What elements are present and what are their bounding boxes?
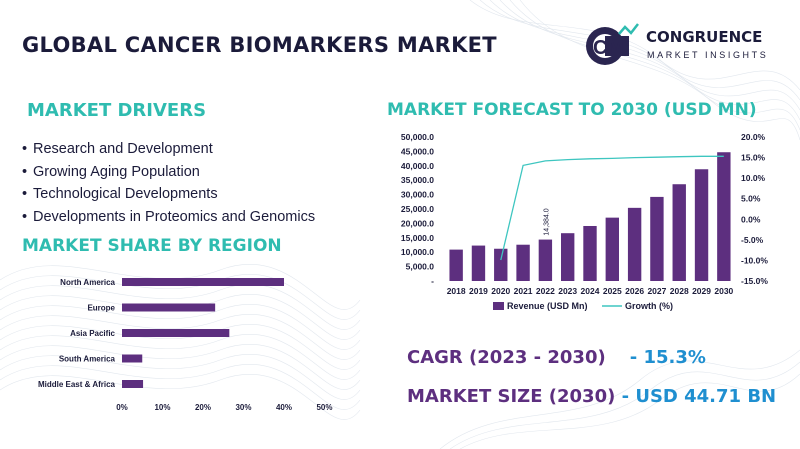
page-title: GLOBAL CANCER BIOMARKERS MARKET [22,33,497,57]
y-left-tick-label: 35,000.0 [401,175,434,185]
forecast-chart: - 5,000.0 10,000.0 15,000.0 20,000.0 25,000.0… [401,132,768,311]
legend-growth-label: Growth (%) [625,301,673,311]
x-tick-label: 2022 [536,286,555,296]
x-tick-label: 0% [116,403,128,412]
y-left-tick-label: 25,000.0 [401,204,434,214]
y-right-tick-label: 5.0% [741,194,761,204]
legend-revenue-label: Revenue (USD Mn) [507,301,588,311]
region-bar [122,380,144,388]
x-tick-label: 2030 [714,286,733,296]
bullet-icon: • [22,208,28,225]
y-left-tick-label: 10,000.0 [401,247,434,257]
revenue-bar [605,217,619,281]
x-tick-label: 2027 [647,286,666,296]
region-label: Asia Pacific [70,329,115,338]
y-right-tick-label: -5.0% [741,235,764,245]
x-tick-label: 2021 [514,286,533,296]
x-tick-label: 40% [276,403,292,412]
y-right-tick-label: -15.0% [741,276,768,286]
region-bar [122,354,143,363]
region-bar [122,278,284,286]
y-right-tick-label: 10.0% [741,173,766,183]
logo-tagline: MARKET INSIGHTS [647,50,769,60]
revenue-bar [561,233,575,281]
y-left-tick-label: 40,000.0 [401,161,434,171]
revenue-bar [583,225,597,281]
market-drivers-heading: MARKET DRIVERS [27,100,207,121]
driver-label: Developments in Proteomics and Genomics [33,208,316,225]
y-left-tick-label: 15,000.0 [401,233,434,243]
region-bar [122,329,230,337]
driver-item: • Growing Aging Population [22,161,315,184]
x-tick-label: 2024 [581,286,600,296]
x-tick-label: 2020 [491,286,510,296]
market-share-heading: MARKET SHARE BY REGION [22,236,282,256]
y-left-tick-label: 30,000.0 [401,190,434,200]
x-tick-label: 2018 [447,286,466,296]
revenue-bar [717,152,731,281]
revenue-bar [627,207,642,281]
revenue-bar [449,249,463,281]
x-tick-label: 2029 [692,286,711,296]
y-left-tick-label: 5,000.0 [406,262,435,272]
logo-letters: CM [593,37,624,59]
logo-mark-icon: CM [586,23,639,65]
revenue-bar [471,245,486,281]
forecast-heading: MARKET FORECAST TO 2030 (USD MN) [387,100,757,120]
bullet-icon: • [22,186,28,202]
y-right-tick-label: 15.0% [741,153,766,163]
region-label: North America [60,278,115,287]
y-right-tick-label: -10.0% [741,255,768,265]
x-tick-label: 2025 [603,286,622,296]
x-tick-label: 30% [235,403,251,412]
x-tick-label: 10% [154,403,170,412]
revenue-bar [694,169,709,281]
driver-item: • Research and Development [22,138,315,161]
x-tick-label: 2028 [670,286,689,296]
data-label: 14,384.0 [543,208,550,235]
x-tick-label: 2026 [625,286,644,296]
y-left-tick-label: 45,000.0 [401,146,434,156]
y-right-tick-label: 20.0% [741,132,766,142]
drivers-list: • Research and Development • Growing Aging… [22,138,315,228]
x-tick-label: 50% [316,403,332,412]
driver-label: Growing Aging Population [33,163,200,180]
brand-logo: CM CONGRUENCE MARKET INSIGHTS [583,22,793,68]
cagr-value: - 15.3% [629,347,706,368]
y-right-tick-label: 0.0% [741,214,761,224]
bullet-icon: • [22,163,28,180]
revenue-bar [650,196,664,281]
legend-revenue-swatch [493,302,504,310]
region-label: Europe [87,304,115,313]
driver-label: Research and Development [33,141,213,157]
x-tick-label: 2019 [469,286,488,296]
driver-item: • Technological Developments [22,183,315,206]
market-size-stat: MARKET SIZE (2030) - USD 44.71 BN [407,386,776,407]
region-share-chart: North America Europe Asia Pacific South Ame… [38,278,333,412]
x-tick-label: 20% [195,403,211,412]
logo-wordmark: CONGRUENCE [646,28,763,46]
region-bar [122,303,216,312]
driver-label: Technological Developments [33,186,218,202]
revenue-bar [516,244,530,281]
cagr-stat: CAGR (2023 - 2030) - 15.3% [407,347,706,368]
x-tick-label: 2023 [558,286,577,296]
revenue-bar [672,184,686,281]
y-left-tick-label: 50,000.0 [401,132,434,142]
region-label: Middle East & Africa [38,380,116,389]
y-left-tick-label: 20,000.0 [401,218,434,228]
bullet-icon: • [22,141,28,157]
revenue-bar [494,248,508,281]
y-left-tick-label: - [431,276,434,286]
market-size-value: - USD 44.71 BN [621,386,777,407]
growth-line [500,155,724,261]
cagr-label: CAGR (2023 - 2030) [407,347,606,368]
region-label: South America [59,355,116,364]
market-size-label: MARKET SIZE (2030) [407,386,616,407]
driver-item: • Developments in Proteomics and Genomics [22,206,315,229]
revenue-bar [538,239,553,281]
